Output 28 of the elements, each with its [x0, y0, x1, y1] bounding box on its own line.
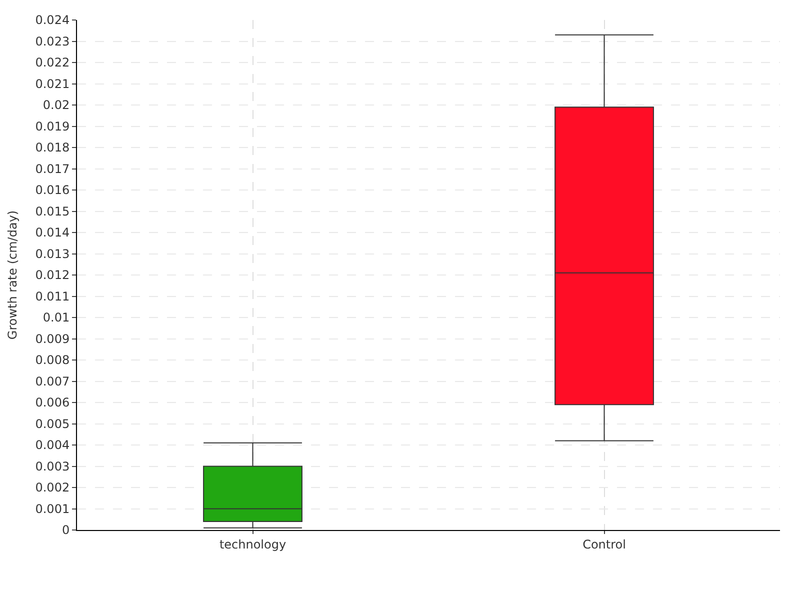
y-tick-label: 0.007 — [35, 374, 70, 388]
y-tick-label: 0.003 — [35, 459, 70, 474]
y-tick-label: 0.008 — [35, 353, 70, 368]
y-tick-label: 0.024 — [35, 13, 70, 28]
y-tick-label: 0.01 — [42, 310, 70, 325]
y-tick-label: 0.004 — [35, 438, 70, 452]
y-tick-label: 0.02 — [42, 98, 70, 112]
y-tick-label: 0.019 — [35, 119, 70, 134]
x-tick-label: Control — [582, 537, 626, 552]
y-axis-title: Growth rate (cm/day) — [6, 210, 20, 340]
y-tick-label: 0.005 — [35, 416, 70, 431]
x-tick-label: technology — [219, 537, 286, 552]
y-tick-label: 0.002 — [35, 480, 70, 495]
y-tick-label: 0 — [62, 523, 70, 538]
y-tick-label: 0.009 — [35, 332, 70, 346]
y-tick-label: 0.022 — [35, 56, 70, 70]
y-tick-label: 0.013 — [35, 246, 70, 261]
y-tick-label: 0.014 — [35, 226, 70, 240]
y-tick-label: 0.017 — [35, 162, 70, 176]
y-tick-label: 0.016 — [35, 183, 70, 198]
y-tick-label: 0.001 — [35, 502, 70, 516]
y-tick-label: 0.018 — [35, 140, 70, 155]
y-tick-label: 0.012 — [35, 268, 70, 282]
y-tick-label: 0.021 — [35, 76, 70, 91]
y-tick-label: 0.015 — [35, 204, 70, 218]
y-tick-label: 0.023 — [35, 34, 70, 48]
y-tick-label: 0.006 — [35, 396, 70, 410]
y-tick-label: 0.011 — [35, 289, 70, 304]
